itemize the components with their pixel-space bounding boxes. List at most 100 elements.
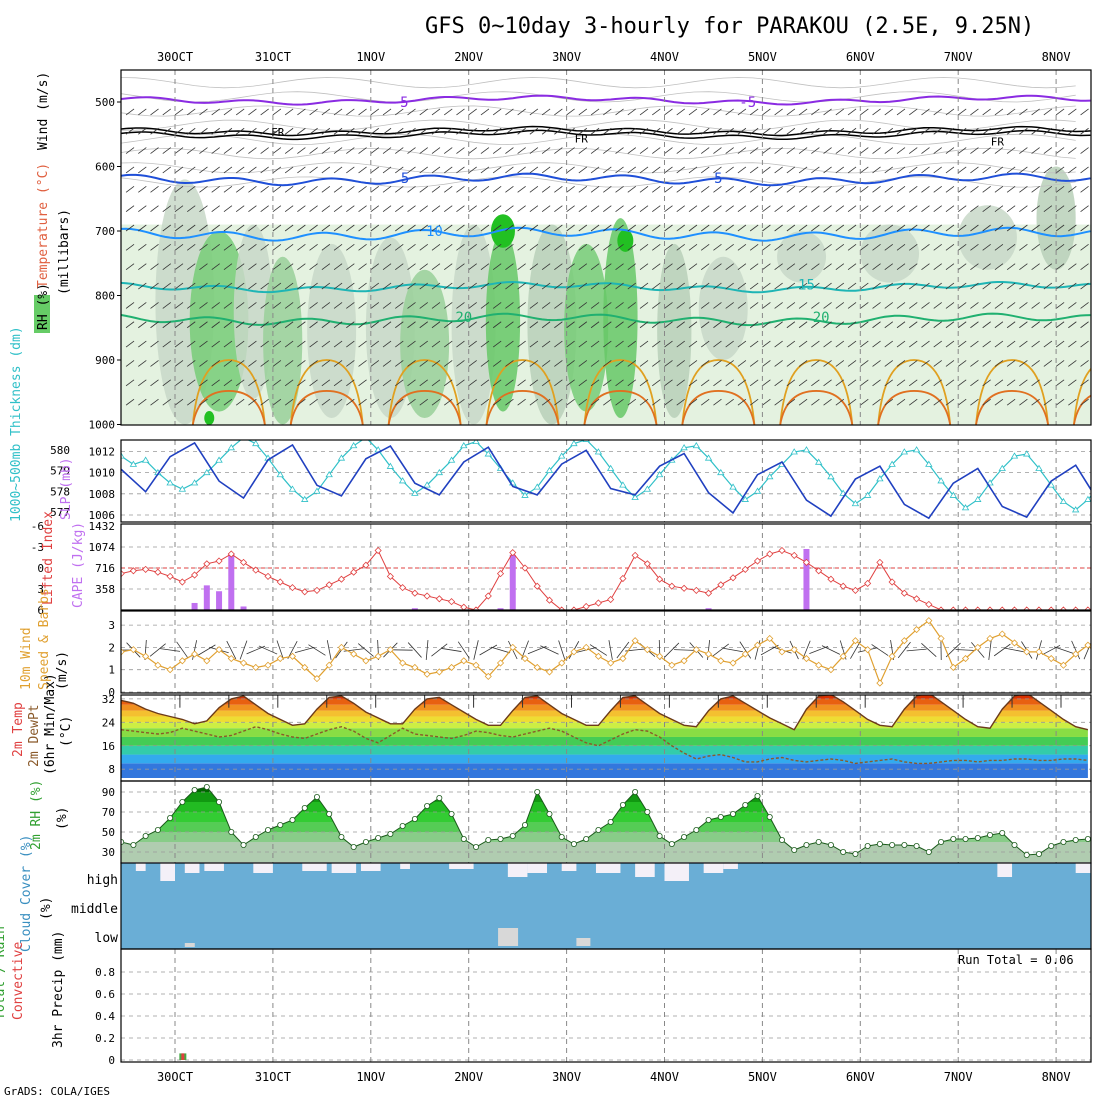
wind-barb bbox=[676, 127, 685, 135]
wind-barb bbox=[382, 360, 392, 367]
wind-barb bbox=[737, 340, 747, 348]
wind-barb bbox=[260, 166, 269, 174]
wind-barb bbox=[994, 263, 1004, 271]
wind-barb bbox=[309, 147, 318, 154]
warm-contour bbox=[1073, 367, 1091, 425]
wind-barb bbox=[456, 282, 465, 290]
wind-barb bbox=[443, 205, 453, 212]
wind-barb bbox=[835, 185, 845, 193]
wind-barb bbox=[713, 360, 722, 367]
wind-barb bbox=[456, 340, 465, 348]
wind-barb bbox=[1080, 127, 1089, 135]
wind-barb bbox=[174, 379, 184, 387]
wind-barb bbox=[713, 166, 722, 174]
rh-point bbox=[717, 814, 724, 821]
wind-barb bbox=[554, 185, 563, 193]
li-point bbox=[900, 589, 908, 597]
wind-speed-point bbox=[521, 654, 529, 663]
wind-barb bbox=[1055, 321, 1065, 329]
wind-barb bbox=[382, 166, 392, 174]
li-point bbox=[301, 588, 309, 596]
wind-barb bbox=[480, 398, 490, 406]
rh-point bbox=[277, 822, 284, 829]
wind-barb bbox=[994, 224, 1004, 232]
wind-barb bbox=[309, 340, 318, 348]
wind-barb bbox=[652, 224, 661, 232]
wind-barb bbox=[529, 166, 539, 174]
wind-barb bbox=[370, 398, 380, 406]
li-point bbox=[741, 565, 749, 573]
wind-barb bbox=[847, 185, 857, 193]
wind-barb bbox=[945, 360, 955, 367]
li-tick-label: -3 bbox=[31, 541, 44, 554]
wind-barb bbox=[284, 127, 294, 135]
warm-contour bbox=[289, 390, 364, 425]
wind-barb bbox=[529, 108, 539, 116]
li-point bbox=[619, 574, 627, 583]
wind-barb bbox=[982, 360, 991, 367]
wind-barb bbox=[162, 244, 172, 251]
wind-barb bbox=[223, 127, 233, 135]
wind-barb bbox=[407, 360, 416, 367]
temp-band bbox=[121, 728, 1088, 737]
wind-barb bbox=[700, 224, 710, 232]
wind-barb bbox=[1068, 302, 1077, 309]
wind-barb bbox=[297, 321, 306, 329]
wind-barb bbox=[627, 224, 637, 232]
wind-barb bbox=[284, 263, 294, 271]
wind-barb bbox=[566, 398, 575, 406]
rh-point bbox=[179, 799, 186, 806]
wind-barb bbox=[664, 147, 673, 154]
credit-label: GrADS: COLA/IGES bbox=[4, 1085, 110, 1098]
wind-barb bbox=[627, 166, 637, 174]
wind-barb bbox=[382, 282, 392, 290]
precip-tick-label: 0.6 bbox=[95, 988, 115, 1001]
wind-barb bbox=[480, 302, 490, 309]
wind-barb bbox=[578, 282, 588, 290]
rh-point bbox=[778, 837, 785, 844]
wind-barb bbox=[248, 224, 257, 232]
high-cloud-cell bbox=[361, 863, 381, 871]
rh-point bbox=[301, 805, 308, 812]
wind-barb bbox=[737, 205, 747, 212]
wind-barb bbox=[1068, 321, 1077, 329]
wind-barb bbox=[456, 108, 465, 116]
wind-speed-point bbox=[545, 668, 554, 676]
wind-barb bbox=[382, 224, 392, 232]
wind-barb bbox=[297, 360, 306, 367]
wind-barb bbox=[762, 398, 771, 406]
wind-barb bbox=[700, 398, 710, 406]
wind-barb bbox=[260, 398, 269, 406]
wind-barb bbox=[382, 321, 392, 329]
wind-barb bbox=[1006, 340, 1016, 348]
wind-barb bbox=[1006, 360, 1016, 367]
wind-barb bbox=[835, 302, 845, 309]
contour-15 bbox=[121, 280, 1091, 294]
wind-barb bbox=[786, 244, 796, 251]
wind-barb bbox=[725, 244, 734, 251]
wind-barb bbox=[615, 108, 624, 116]
li-point bbox=[325, 581, 333, 589]
li-point bbox=[729, 574, 737, 582]
wind-barb bbox=[186, 340, 196, 348]
wind-barb bbox=[700, 340, 710, 348]
wind-barb bbox=[664, 224, 673, 232]
wind-speed-point bbox=[288, 652, 297, 660]
li-point bbox=[448, 598, 456, 606]
rh-unit-label: (%) bbox=[55, 807, 70, 830]
rh-point bbox=[644, 809, 651, 816]
li-point bbox=[766, 550, 774, 558]
thickness-point bbox=[766, 473, 774, 480]
wind-barb bbox=[627, 244, 637, 251]
wind-barb bbox=[419, 379, 428, 387]
wind-barb bbox=[1043, 166, 1053, 174]
thickness-tick-label: 580 bbox=[50, 444, 70, 457]
high-cloud-cell bbox=[184, 863, 200, 873]
wind-barb bbox=[1055, 360, 1065, 367]
wind-barb bbox=[933, 340, 942, 348]
wind-barb bbox=[982, 127, 991, 135]
wind-barb bbox=[847, 147, 857, 154]
wind-barb bbox=[407, 282, 416, 290]
